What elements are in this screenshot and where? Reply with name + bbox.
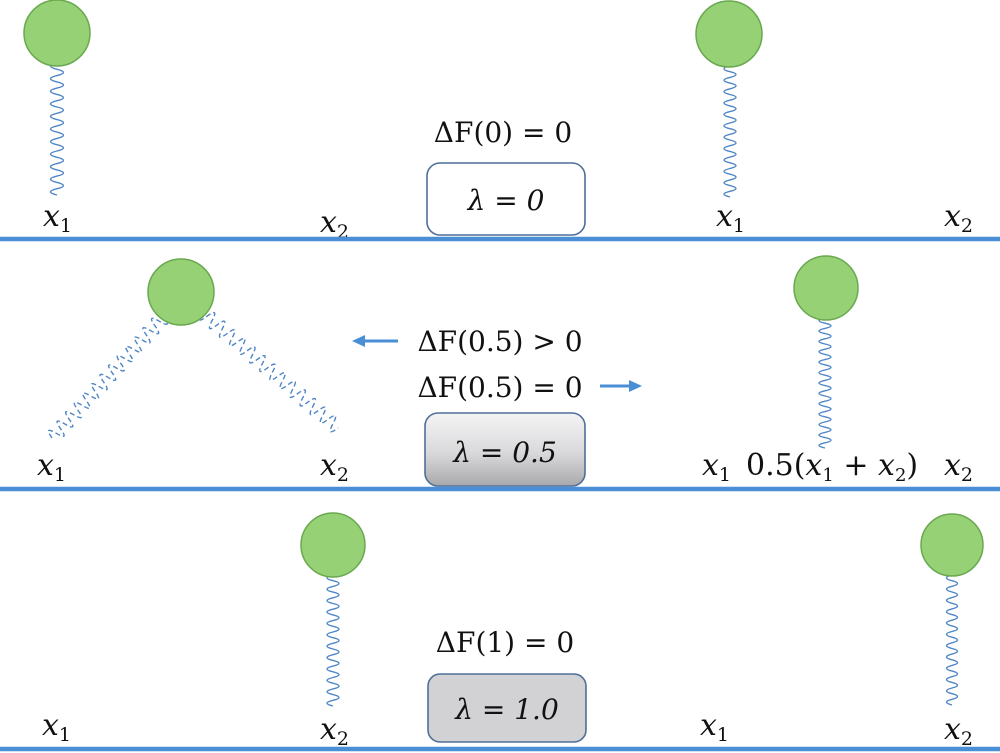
equation-delta-f: ΔF(0) = 0 (434, 116, 572, 149)
label-x2: x2 (944, 712, 973, 750)
label-x2: x2 (944, 199, 973, 237)
lambda-value: λ = 0 (467, 184, 545, 217)
arrow-right-head (629, 380, 642, 392)
label-x1: x1 (700, 708, 729, 746)
spring-stretched (47, 308, 169, 439)
label-x2: x2 (944, 448, 973, 486)
ball (147, 258, 215, 326)
ball (23, 0, 91, 67)
panel-lambda-0-5: ΔF(0.5) > 0 ΔF(0.5) = 0 λ = 0.5 x1 x2 x1… (0, 255, 1000, 492)
spring (945, 574, 959, 706)
label-x1: x1 (42, 708, 71, 746)
spring-stretched (198, 311, 339, 433)
spring (818, 317, 832, 449)
equation-delta-f-positive: ΔF(0.5) > 0 (417, 325, 582, 358)
lambda-box (426, 162, 586, 236)
ball (300, 512, 366, 578)
ball (920, 513, 984, 577)
lambda-value: λ = 0.5 (452, 436, 557, 469)
lambda-box (424, 412, 586, 487)
label-x2: x2 (320, 712, 349, 750)
equation-delta-f: ΔF(1) = 0 (436, 626, 574, 659)
label-x1: x1 (702, 448, 731, 486)
label-x1: x1 (716, 199, 745, 237)
panel-lambda-1: ΔF(1) = 0 λ = 1.0 x1 x2 x1 x2 (0, 512, 1000, 752)
label-midpoint: 0.5(x1 + x2) (746, 448, 918, 486)
panel-lambda-0: ΔF(0) = 0 λ = 0 x1 x2 x1 x2 (0, 0, 1000, 243)
lambda-value: λ = 1.0 (454, 693, 559, 726)
spring (326, 574, 340, 707)
label-x1: x1 (43, 199, 72, 237)
spring (49, 62, 65, 196)
arrow-left-head (352, 335, 365, 347)
label-x1: x1 (37, 448, 66, 486)
ball (695, 0, 763, 68)
spring (723, 65, 737, 198)
equation-delta-f: ΔF(0.5) = 0 (417, 371, 582, 404)
lambda-box (427, 673, 587, 743)
ball (793, 255, 859, 321)
label-x2: x2 (320, 448, 349, 486)
